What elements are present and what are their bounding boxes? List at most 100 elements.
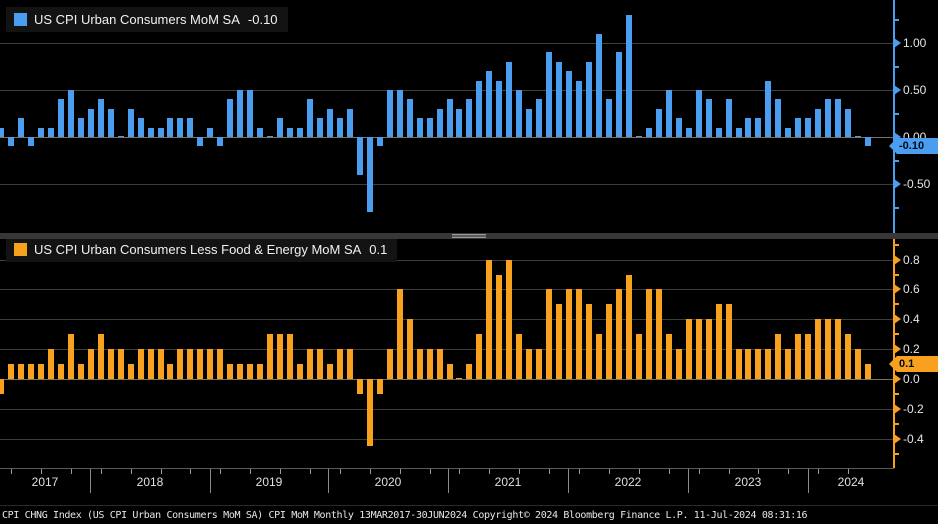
last-value-badge-bottom[interactable]: 0.1 bbox=[889, 356, 938, 372]
bar-2024-06 bbox=[865, 137, 871, 147]
bar-2017-03 bbox=[0, 379, 4, 394]
bar-2019-05 bbox=[257, 127, 264, 137]
bar-2021-11 bbox=[556, 304, 563, 379]
divider-drag-handle-icon[interactable] bbox=[452, 234, 486, 238]
year-separator bbox=[328, 469, 329, 493]
bar-2021-02 bbox=[466, 364, 473, 379]
bar-2019-08 bbox=[287, 334, 293, 379]
bar-2017-11 bbox=[77, 118, 84, 137]
bar-2017-08 bbox=[47, 127, 54, 137]
bar-2023-06 bbox=[745, 349, 752, 379]
grid-line bbox=[0, 349, 894, 351]
bar-2023-10 bbox=[785, 127, 792, 137]
y-minor-tick bbox=[893, 333, 899, 336]
bar-2018-05 bbox=[137, 349, 144, 379]
bar-2024-02 bbox=[825, 99, 832, 137]
bar-2022-11 bbox=[675, 118, 682, 137]
bar-2023-08 bbox=[765, 80, 772, 137]
bar-2019-06 bbox=[267, 135, 274, 137]
bar-2022-05 bbox=[615, 289, 622, 379]
bar-2022-01 bbox=[576, 289, 582, 379]
bar-2017-03 bbox=[0, 127, 4, 137]
zero-line bbox=[0, 137, 894, 138]
y-minor-tick bbox=[893, 392, 899, 395]
quarter-tick bbox=[579, 469, 580, 474]
y-tick-arrow-icon bbox=[894, 179, 901, 189]
bar-2017-05 bbox=[17, 364, 24, 379]
quarter-tick bbox=[489, 469, 491, 474]
quarter-tick bbox=[758, 469, 760, 474]
bar-2021-12 bbox=[566, 71, 573, 137]
y-tick-label: 0.4 bbox=[903, 312, 920, 327]
bar-2023-07 bbox=[755, 118, 762, 137]
bar-2017-12 bbox=[87, 349, 94, 379]
bar-2019-05 bbox=[257, 364, 264, 379]
bar-2018-04 bbox=[127, 364, 134, 379]
bar-2018-05 bbox=[137, 118, 144, 137]
legend-bottom[interactable]: US CPI Urban Consumers Less Food & Energ… bbox=[6, 237, 398, 262]
y-tick-arrow-icon bbox=[894, 374, 901, 384]
bottom-panel[interactable] bbox=[0, 239, 938, 468]
bar-2019-04 bbox=[247, 90, 254, 137]
bar-2017-05 bbox=[17, 118, 24, 137]
bar-2023-12 bbox=[805, 334, 812, 379]
zero-line bbox=[0, 379, 894, 380]
y-minor-tick bbox=[893, 273, 899, 276]
bar-2024-04 bbox=[845, 334, 852, 379]
status-text: CPI CHNG Index (US CPI Urban Consumers M… bbox=[2, 509, 808, 521]
bar-2023-04 bbox=[725, 304, 732, 379]
bar-2023-12 bbox=[805, 118, 812, 137]
bar-2022-09 bbox=[655, 289, 662, 379]
bar-2021-07 bbox=[516, 334, 523, 379]
quarter-tick bbox=[11, 469, 12, 474]
bar-2020-01 bbox=[336, 118, 343, 137]
y-tick-label: -0.4 bbox=[903, 431, 924, 446]
bar-2022-10 bbox=[665, 90, 672, 137]
bar-2024-04 bbox=[845, 108, 852, 137]
bar-2018-02 bbox=[107, 108, 114, 137]
y-tick-label: 1.00 bbox=[903, 36, 927, 50]
bar-2018-03 bbox=[117, 135, 124, 137]
bar-2022-07 bbox=[635, 334, 642, 379]
quarter-tick bbox=[190, 469, 192, 474]
legend-swatch-blue-icon bbox=[14, 13, 27, 26]
bar-2022-10 bbox=[665, 334, 672, 379]
bar-2022-03 bbox=[596, 33, 602, 137]
year-label-2024: 2024 bbox=[837, 475, 865, 489]
legend-top[interactable]: US CPI Urban Consumers MoM SA -0.10 bbox=[6, 7, 288, 32]
bar-2018-12 bbox=[207, 127, 214, 137]
bar-2019-01 bbox=[217, 349, 224, 379]
bar-2023-01 bbox=[695, 90, 702, 137]
bar-2018-06 bbox=[147, 349, 154, 379]
bar-2017-12 bbox=[87, 108, 94, 137]
bar-2024-01 bbox=[815, 319, 822, 379]
bar-2023-07 bbox=[755, 349, 762, 379]
bar-2017-09 bbox=[57, 364, 64, 379]
grid-line bbox=[0, 319, 894, 321]
y-tick-arrow-icon bbox=[894, 38, 901, 48]
bar-2018-09 bbox=[177, 349, 184, 379]
bar-2020-09 bbox=[416, 118, 423, 137]
top-panel[interactable] bbox=[0, 0, 938, 233]
bar-2018-07 bbox=[157, 127, 164, 137]
bar-2020-08 bbox=[406, 319, 413, 379]
bar-2021-08 bbox=[526, 349, 533, 379]
bar-2020-03 bbox=[356, 137, 363, 175]
bar-2023-04 bbox=[725, 99, 732, 137]
quarter-tick bbox=[339, 469, 341, 474]
bar-2020-06 bbox=[386, 349, 393, 379]
y-minor-tick bbox=[893, 18, 899, 21]
grid-line bbox=[0, 438, 894, 440]
bar-2018-10 bbox=[187, 118, 194, 137]
bar-2022-12 bbox=[685, 127, 692, 137]
grid-line bbox=[0, 43, 894, 44]
quarter-tick bbox=[309, 469, 311, 474]
bar-2018-01 bbox=[97, 99, 104, 137]
bar-2019-06 bbox=[267, 334, 274, 379]
year-separator bbox=[808, 469, 809, 493]
bar-2021-07 bbox=[516, 90, 523, 137]
bar-2022-09 bbox=[655, 108, 662, 137]
last-value-badge-top[interactable]: -0.10 bbox=[889, 138, 938, 154]
bar-2017-07 bbox=[37, 127, 44, 137]
bar-2017-06 bbox=[27, 137, 34, 147]
